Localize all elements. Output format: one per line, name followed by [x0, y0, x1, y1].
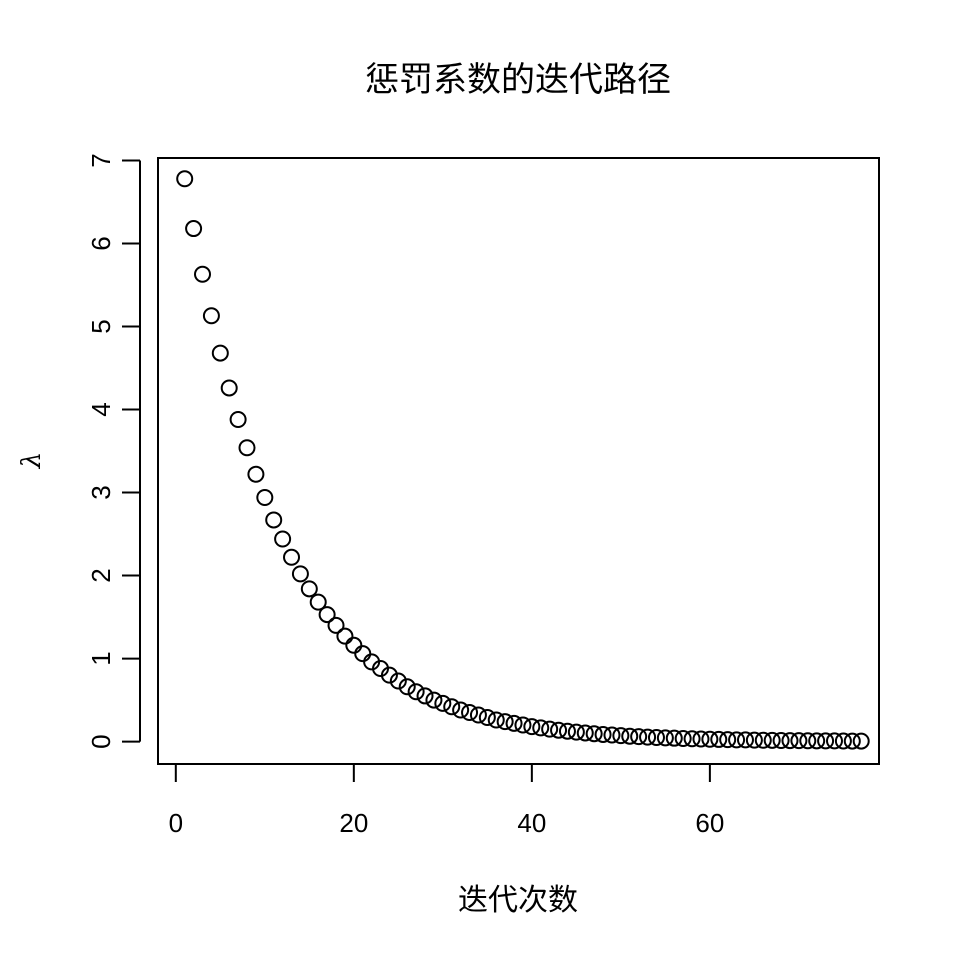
- data-point: [852, 732, 870, 750]
- x-axis-title: 迭代次数: [458, 883, 578, 918]
- data-point: [754, 731, 772, 749]
- data-point: [202, 307, 220, 325]
- data-point: [238, 439, 256, 457]
- data-point: [220, 379, 238, 397]
- data-point: [487, 711, 505, 729]
- data-point: [478, 709, 496, 727]
- data-point: [719, 731, 737, 749]
- x-tick-label: 0: [169, 808, 183, 838]
- y-tick-label: 4: [86, 402, 116, 416]
- data-point: [674, 730, 692, 748]
- x-tick-label: 40: [517, 808, 546, 838]
- data-point: [309, 593, 327, 611]
- y-tick-label: 6: [86, 236, 116, 250]
- data-point: [781, 732, 799, 750]
- x-tick-label: 20: [339, 808, 368, 838]
- data-point: [817, 732, 835, 750]
- data-point: [327, 616, 345, 634]
- data-point: [736, 731, 754, 749]
- data-point: [745, 731, 763, 749]
- data-points: [176, 170, 870, 750]
- x-tick-label: 60: [695, 808, 724, 838]
- data-point: [825, 732, 843, 750]
- x-axis: 0 20 40 60: [169, 763, 724, 838]
- data-point: [683, 730, 701, 748]
- data-point: [496, 713, 514, 731]
- data-point: [728, 731, 746, 749]
- y-tick-label: 5: [86, 319, 116, 333]
- data-point: [621, 727, 639, 745]
- data-point: [300, 580, 318, 598]
- data-point: [790, 732, 808, 750]
- data-point: [514, 716, 532, 734]
- data-point: [247, 465, 265, 483]
- data-point: [763, 731, 781, 749]
- data-point: [274, 530, 292, 548]
- chart-title: 惩罚系数的迭代路径: [365, 60, 671, 100]
- data-point: [594, 725, 612, 743]
- data-point: [256, 489, 274, 507]
- data-point: [834, 732, 852, 750]
- data-point: [603, 726, 621, 744]
- data-point: [265, 511, 283, 529]
- data-point: [425, 691, 443, 709]
- data-point: [461, 704, 479, 722]
- data-point: [416, 687, 434, 705]
- y-axis-title: λ: [17, 452, 47, 469]
- data-point: [665, 729, 683, 747]
- data-point: [389, 672, 407, 690]
- data-point: [576, 724, 594, 742]
- data-point: [434, 694, 452, 712]
- y-tick-label: 0: [86, 734, 116, 748]
- data-point: [558, 722, 576, 740]
- data-point: [380, 666, 398, 684]
- data-point: [452, 701, 470, 719]
- data-point: [505, 714, 523, 732]
- data-point: [772, 732, 790, 750]
- data-point: [701, 730, 719, 748]
- data-point: [612, 727, 630, 745]
- data-point: [185, 220, 203, 238]
- data-point: [229, 410, 247, 428]
- data-point: [550, 721, 568, 739]
- data-point: [398, 678, 416, 696]
- data-point: [710, 730, 728, 748]
- data-point: [656, 729, 674, 747]
- data-point: [211, 344, 229, 362]
- data-point: [523, 718, 541, 736]
- data-point: [407, 683, 425, 701]
- y-tick-label: 7: [86, 153, 116, 167]
- y-tick-label: 3: [86, 485, 116, 499]
- data-point: [194, 265, 212, 283]
- data-point: [532, 719, 550, 737]
- data-point: [291, 565, 309, 583]
- y-tick-label: 2: [86, 568, 116, 582]
- data-point: [541, 720, 559, 738]
- data-point: [585, 725, 603, 743]
- data-point: [647, 729, 665, 747]
- data-point: [843, 732, 861, 750]
- data-point: [639, 728, 657, 746]
- data-point: [318, 606, 336, 624]
- data-point: [336, 627, 354, 645]
- data-point: [283, 548, 301, 566]
- y-tick-label: 1: [86, 651, 116, 665]
- data-point: [443, 698, 461, 716]
- data-point: [799, 732, 817, 750]
- data-point: [808, 732, 826, 750]
- data-point: [692, 730, 710, 748]
- data-point: [176, 170, 194, 188]
- data-point: [630, 728, 648, 746]
- y-axis: 0 1 2 3 4 5 6 7: [86, 153, 141, 749]
- data-point: [567, 723, 585, 741]
- data-point: [469, 706, 487, 724]
